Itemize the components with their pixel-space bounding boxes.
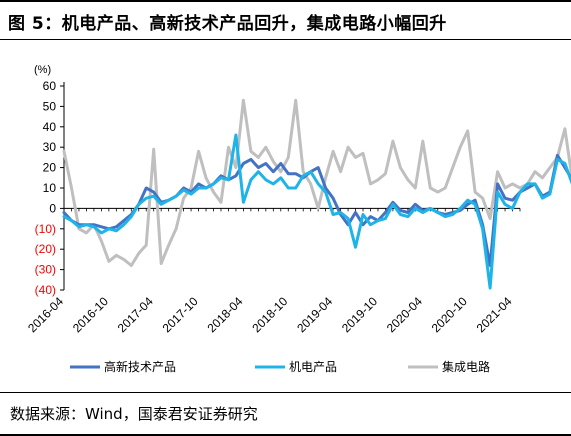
y-tick-label: 60 [43, 79, 57, 93]
figure-title: 机电产品、高新技术产品回升，集成电路小幅回升 [61, 14, 447, 34]
source-note: 数据来源：Wind，国泰君安证券研究 [10, 405, 258, 423]
x-tick-label: 2018-04 [204, 294, 245, 335]
x-tick-label: 2017-04 [115, 294, 156, 335]
chart-title: 图 5：机电产品、高新技术产品回升，集成电路小幅回升 [8, 9, 447, 34]
y-tick-label: 20 [43, 161, 57, 175]
y-unit-label: (%) [34, 64, 51, 76]
series-line-2 [62, 133, 571, 290]
x-tick-label: 2020-04 [384, 294, 425, 335]
legend-label-3: 集成电路 [442, 359, 490, 374]
title-bar: 图 5：机电产品、高新技术产品回升，集成电路小幅回升 [0, 0, 571, 40]
y-tick-label: (10) [35, 222, 56, 236]
x-tick-label: 2019-04 [294, 294, 335, 335]
y-tick-label: 0 [49, 201, 56, 215]
series-line-3 [62, 98, 571, 267]
y-axis: 60 50 40 30 20 10 0 (10) (20) (30) (40) [35, 79, 65, 297]
legend-label-1: 高新技术产品 [104, 359, 176, 374]
x-tick-label: 2020-10 [429, 294, 470, 335]
y-tick-label: 50 [43, 99, 57, 113]
source-bar: 数据来源：Wind，国泰君安证券研究 [0, 392, 571, 436]
legend-label-2: 机电产品 [289, 360, 337, 374]
y-tick-label: 40 [43, 120, 57, 134]
x-tick-label: 2019-10 [339, 294, 380, 335]
series-line-1 [62, 153, 571, 267]
y-tick-label: 30 [43, 140, 57, 154]
y-tick-label: (20) [35, 242, 56, 256]
line-chart: (%) 60 50 40 30 20 10 0 (10) (20) (30) (40) 2016-0… [25, 64, 571, 374]
figure-label: 图 5： [8, 14, 62, 34]
x-tick-label: 2017-10 [160, 294, 201, 335]
x-tick-label: 2016-10 [70, 294, 111, 335]
y-tick-label: (30) [35, 263, 56, 277]
legend: 高新技术产品 机电产品 集成电路 [70, 359, 490, 374]
x-tick-label: 2016-04 [25, 294, 66, 335]
y-tick-label: 10 [43, 181, 57, 195]
x-tick-label: 2021-04 [474, 294, 515, 335]
series-lines [62, 98, 571, 290]
y-tick-label: (40) [35, 283, 56, 297]
x-tick-label: 2018-10 [249, 294, 290, 335]
